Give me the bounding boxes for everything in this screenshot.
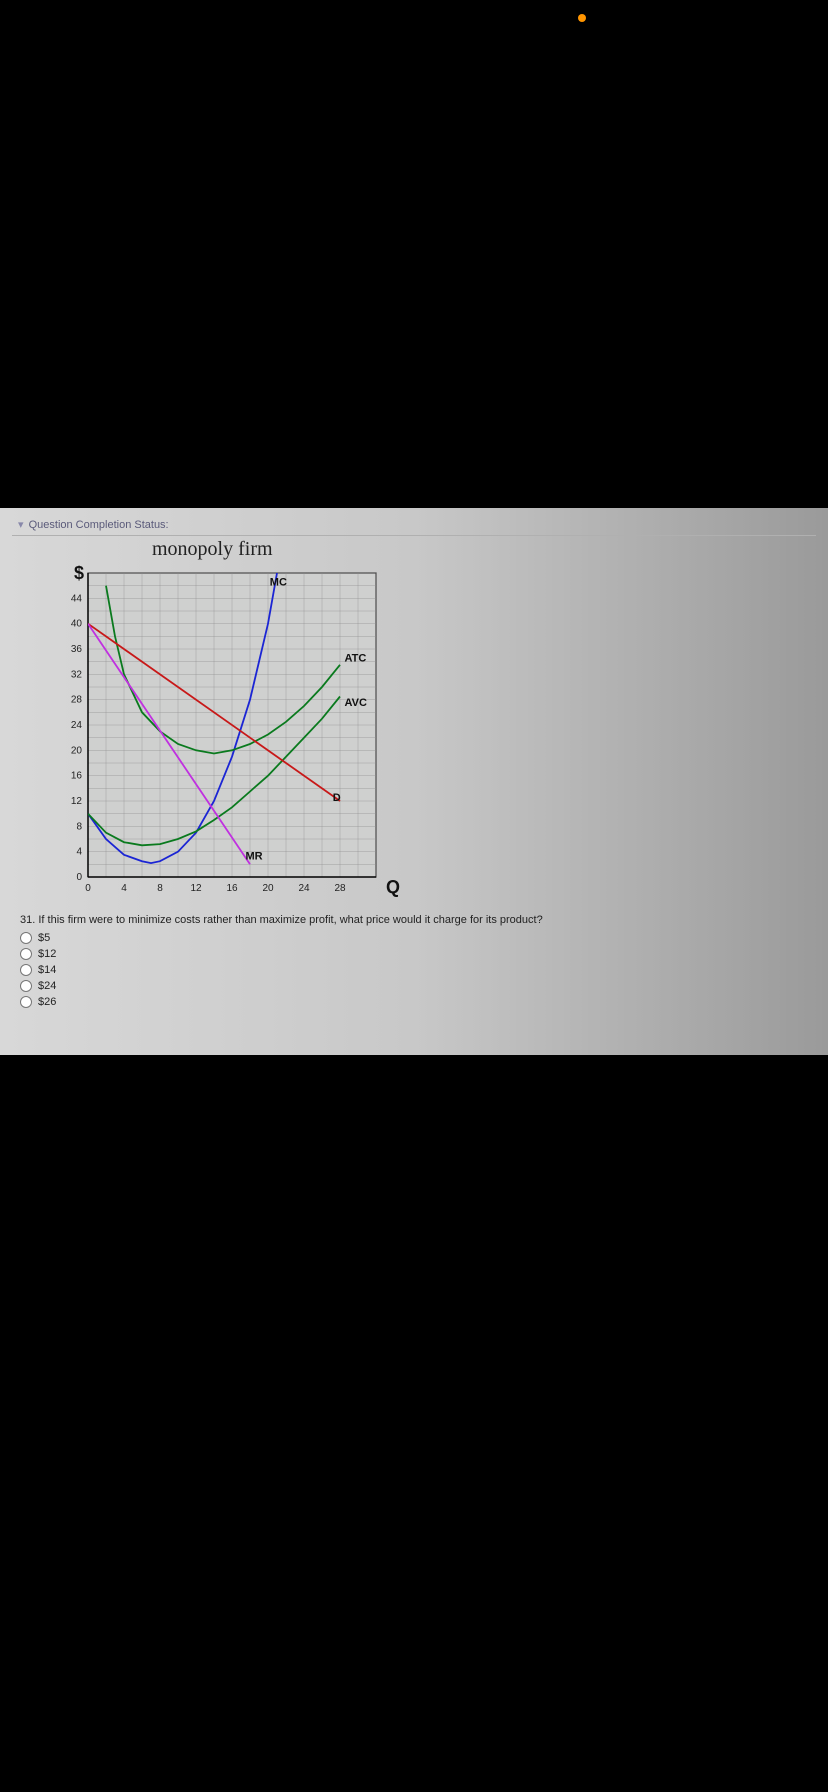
svg-text:12: 12	[190, 883, 202, 894]
question-number: 31.	[20, 914, 35, 926]
chart-title: monopoly firm	[152, 538, 816, 561]
svg-text:28: 28	[334, 883, 346, 894]
svg-text:20: 20	[71, 745, 83, 756]
svg-text:12: 12	[71, 796, 83, 807]
svg-text:36: 36	[71, 644, 83, 655]
svg-text:D: D	[333, 792, 341, 804]
svg-text:8: 8	[157, 883, 163, 894]
answer-radio[interactable]	[20, 932, 32, 944]
answer-option[interactable]: $5	[20, 932, 816, 944]
status-label: Question Completion Status:	[29, 519, 169, 531]
svg-text:Q: Q	[386, 877, 400, 897]
svg-text:ATC: ATC	[345, 653, 367, 665]
svg-text:$: $	[74, 563, 84, 583]
svg-text:8: 8	[76, 821, 82, 832]
answer-options: $5 $12 $14 $24 $26	[20, 932, 816, 1008]
answer-option[interactable]: $24	[20, 980, 816, 992]
status-bar: ▾ Question Completion Status:	[12, 514, 816, 536]
svg-text:MC: MC	[270, 577, 287, 589]
svg-text:32: 32	[71, 669, 83, 680]
svg-text:4: 4	[76, 847, 82, 858]
svg-text:0: 0	[85, 883, 91, 894]
svg-text:MR: MR	[246, 850, 263, 862]
answer-option[interactable]: $14	[20, 964, 816, 976]
svg-text:16: 16	[71, 771, 83, 782]
svg-text:20: 20	[262, 883, 274, 894]
question-text: 31. If this firm were to minimize costs …	[20, 914, 816, 926]
svg-text:24: 24	[71, 720, 83, 731]
answer-label: $26	[38, 996, 56, 1008]
chevron-down-icon: ▾	[18, 519, 24, 531]
answer-option[interactable]: $26	[20, 996, 816, 1008]
economics-chart: 0 4 8 12 16 20 24 28 32 36 40 44 0 4 8 12 16 20 24 28 $ Q MC AT…	[52, 563, 412, 903]
camera-notch-dot	[578, 14, 586, 22]
question-panel: ▾ Question Completion Status: monopoly f…	[0, 508, 828, 1055]
answer-radio[interactable]	[20, 980, 32, 992]
answer-label: $24	[38, 980, 56, 992]
svg-text:44: 44	[71, 593, 83, 604]
answer-radio[interactable]	[20, 964, 32, 976]
answer-label: $5	[38, 932, 50, 944]
svg-text:16: 16	[226, 883, 238, 894]
svg-text:0: 0	[76, 872, 82, 883]
svg-text:AVC: AVC	[345, 697, 367, 709]
answer-radio[interactable]	[20, 948, 32, 960]
svg-text:4: 4	[121, 883, 127, 894]
question-block: 31. If this firm were to minimize costs …	[20, 914, 816, 1008]
answer-label: $12	[38, 948, 56, 960]
svg-text:40: 40	[71, 619, 83, 630]
question-prompt: If this firm were to minimize costs rath…	[38, 914, 542, 926]
chart-container: 0 4 8 12 16 20 24 28 32 36 40 44 0 4 8 12 16 20 24 28 $ Q MC AT…	[52, 563, 816, 908]
answer-option[interactable]: $12	[20, 948, 816, 960]
answer-radio[interactable]	[20, 996, 32, 1008]
svg-text:24: 24	[298, 883, 310, 894]
answer-label: $14	[38, 964, 56, 976]
svg-text:28: 28	[71, 695, 83, 706]
